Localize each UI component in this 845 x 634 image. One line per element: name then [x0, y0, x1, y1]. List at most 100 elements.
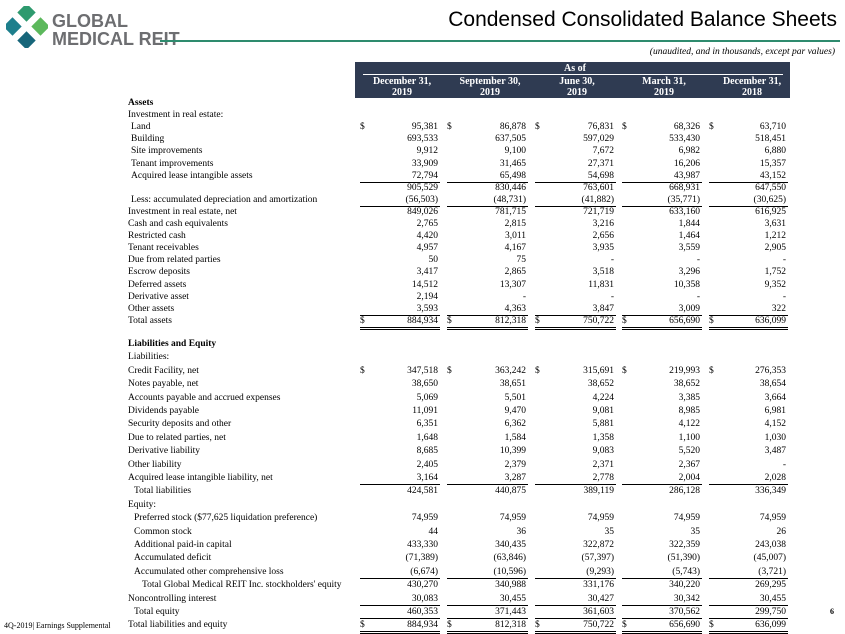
value-cell: 5,501 — [504, 392, 526, 403]
value-cell: 5,520 — [678, 446, 700, 457]
row-label: Land — [131, 122, 151, 133]
value-cell: 8,985 — [678, 406, 700, 416]
value-cell: 6,351 — [416, 419, 438, 430]
value-cell: 2,194 — [416, 291, 438, 302]
value-cell: (3,721) — [758, 566, 786, 577]
value-cell: (63,846) — [493, 553, 526, 564]
currency-sign: $ — [360, 365, 365, 376]
value-cell: 781,715 — [495, 206, 526, 217]
column-header-band — [355, 62, 790, 98]
underline — [622, 326, 702, 328]
value-cell: 9,081 — [592, 406, 614, 416]
value-cell: 1,752 — [764, 267, 786, 278]
underline — [709, 328, 788, 330]
column-header: 2019 — [654, 87, 674, 98]
column-header: 2019 — [392, 87, 412, 98]
value-cell: 1,030 — [764, 432, 786, 443]
value-cell: 3,559 — [678, 243, 700, 254]
value-cell: 36 — [516, 526, 527, 537]
value-cell: 6,880 — [764, 146, 786, 157]
value-cell: 2,778 — [592, 473, 614, 483]
underline — [535, 314, 616, 316]
value-cell: 812,318 — [495, 620, 526, 631]
value-cell: 9,352 — [764, 279, 786, 290]
value-cell: 3,487 — [764, 446, 786, 457]
value-cell: 371,443 — [495, 607, 526, 617]
value-cell: 74,959 — [411, 513, 438, 524]
value-cell: 74,959 — [759, 513, 786, 524]
value-cell: 9,470 — [504, 406, 526, 416]
value-cell: 74,959 — [499, 513, 526, 524]
value-cell: 38,652 — [673, 379, 700, 390]
value-cell: (9,293) — [586, 566, 614, 577]
value-cell: - — [782, 255, 786, 266]
value-cell: 43,152 — [759, 170, 786, 181]
column-header: June 30, — [559, 76, 595, 87]
underline — [447, 484, 528, 485]
value-cell: 460,353 — [407, 607, 438, 617]
currency-sign: $ — [709, 365, 714, 376]
row-label: Other liability — [128, 459, 182, 470]
value-cell: (51,390) — [667, 553, 700, 564]
value-cell: 322,872 — [583, 540, 614, 550]
row-label: Total liabilities and equity — [128, 620, 228, 631]
value-cell: (10,596) — [493, 566, 526, 577]
value-cell: 6,982 — [678, 146, 700, 157]
underline — [709, 618, 788, 619]
value-cell: 336,349 — [755, 486, 786, 497]
currency-sign: $ — [360, 122, 365, 133]
row-label: Liabilities and Equity — [128, 339, 217, 349]
value-cell: 4,122 — [678, 419, 700, 430]
value-cell: 75 — [516, 255, 527, 266]
row-label: Due from related parties — [128, 255, 221, 266]
underline — [447, 631, 528, 633]
value-cell: - — [610, 291, 614, 302]
underline — [535, 631, 616, 633]
currency-sign: $ — [535, 315, 540, 326]
value-cell: 693,533 — [407, 134, 438, 145]
value-cell: 35 — [690, 526, 701, 537]
underline — [360, 205, 440, 207]
row-label: Total Global Medical REIT Inc. stockhold… — [142, 580, 342, 591]
column-header: 2019 — [480, 87, 500, 98]
underline — [709, 631, 788, 633]
value-cell: 3,385 — [678, 392, 700, 403]
value-cell: 30,342 — [673, 593, 700, 604]
value-cell: 3,287 — [504, 473, 526, 483]
value-cell: 276,353 — [755, 365, 786, 376]
value-cell: 4,957 — [416, 243, 438, 254]
value-cell: 331,176 — [583, 580, 614, 591]
header-rule — [160, 40, 840, 42]
value-cell: (5,743) — [672, 566, 700, 577]
currency-sign: $ — [535, 122, 540, 133]
column-header: 2019 — [567, 87, 587, 98]
value-cell: 38,650 — [411, 379, 438, 390]
underline — [360, 618, 440, 619]
underline — [447, 618, 528, 619]
value-cell: 9,083 — [592, 446, 614, 457]
value-cell: 4,420 — [416, 231, 438, 242]
underline — [360, 484, 440, 485]
value-cell: - — [610, 255, 614, 266]
value-cell: 13,307 — [499, 279, 526, 290]
value-cell: 3,664 — [764, 392, 786, 403]
column-header: 2018 — [742, 87, 762, 98]
value-cell: 74,959 — [673, 513, 700, 524]
underline — [360, 181, 440, 183]
row-label: Due to related parties, net — [128, 432, 226, 443]
value-cell: 2,815 — [504, 219, 526, 229]
value-cell: (30,625) — [753, 194, 786, 205]
value-cell: 95,381 — [411, 122, 438, 133]
currency-sign: $ — [709, 315, 714, 326]
value-cell: 340,435 — [495, 540, 526, 550]
value-cell: 905,529 — [407, 182, 438, 193]
value-cell: 636,099 — [755, 315, 786, 326]
column-header: December 31, — [372, 76, 432, 87]
value-cell: 6,362 — [504, 419, 526, 430]
value-cell: 30,455 — [759, 593, 786, 604]
value-cell: 656,690 — [669, 620, 700, 631]
row-label: Common stock — [134, 526, 192, 537]
value-cell: 10,399 — [499, 446, 526, 457]
value-cell: 76,831 — [587, 122, 614, 133]
